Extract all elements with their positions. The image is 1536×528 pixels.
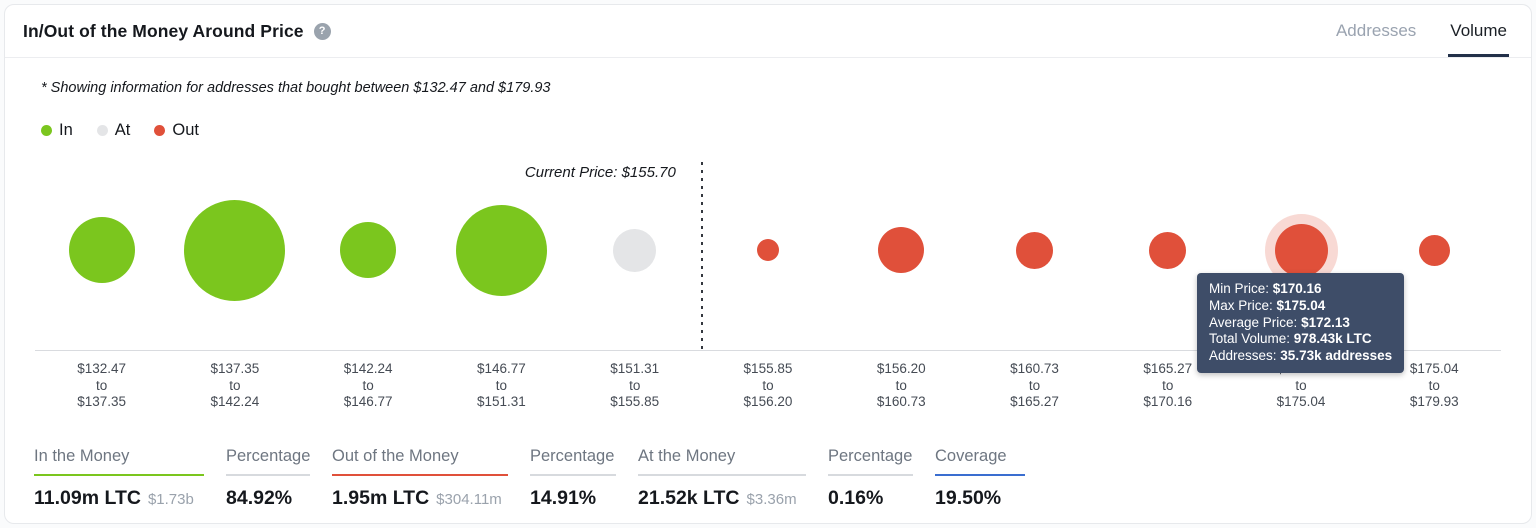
- range-label: $132.47 to $137.35: [77, 361, 127, 409]
- range-label: $156.20 to $160.73: [876, 361, 926, 409]
- stat-percentage: Percentage 0.16%: [828, 447, 935, 510]
- stat-out-of-the-money: Out of the Money 1.95m LTC $304.11m: [332, 447, 530, 510]
- stats-row: In the Money 11.09m LTC $1.73b Percentage 84…: [5, 447, 1531, 510]
- range-label: $165.27 to $170.16: [1143, 361, 1193, 409]
- tooltip-line: Average Price: $172.13: [1209, 314, 1350, 330]
- tooltip-body: Min Price: $170.16 Max Price: $175.04 Aver…: [1209, 281, 1392, 365]
- bubble-out[interactable]: [1418, 234, 1450, 266]
- bubble-row: [35, 150, 1501, 350]
- stat-label: Percentage: [226, 447, 310, 476]
- bubble-column: [968, 150, 1101, 350]
- bubble-column: [1368, 150, 1501, 350]
- bubble-out[interactable]: [1274, 223, 1328, 277]
- tooltip: Min Price: $170.16 Max Price: $175.04 Aver…: [1197, 273, 1405, 373]
- header-tabs: Addresses Volume: [1334, 5, 1509, 57]
- bubble-in[interactable]: [184, 199, 286, 301]
- range-label: $160.73 to $165.27: [1010, 361, 1059, 409]
- card-header: In/Out of the Money Around Price ? Addre…: [5, 5, 1531, 58]
- stat-value: 1.95m LTC: [332, 486, 430, 509]
- stat-value: 19.50%: [935, 486, 1002, 509]
- bubble-column: [168, 150, 301, 350]
- stat-in-the-money: In the Money 11.09m LTC $1.73b: [34, 447, 226, 510]
- range-label: $155.85 to $156.20: [743, 361, 793, 409]
- legend-item-in[interactable]: In: [41, 121, 73, 140]
- legend: In At Out: [41, 120, 1495, 140]
- tab-volume[interactable]: Volume: [1448, 5, 1509, 57]
- stat-label: In the Money: [34, 447, 204, 476]
- bubble-column: [835, 150, 968, 350]
- in-out-money-card: In/Out of the Money Around Price ? Addre…: [4, 4, 1532, 524]
- stat-value: 21.52k LTC: [638, 486, 740, 509]
- stat-percentage: Percentage 84.92%: [226, 447, 332, 510]
- stat-coverage: Coverage 19.50%: [935, 447, 1047, 510]
- bubble-out[interactable]: [878, 227, 925, 273]
- labels-row: $132.47 to $137.35 $137.35 to $142.24 $142.24 t…: [35, 351, 1501, 417]
- bubble-column: [435, 150, 568, 350]
- stat-label: Percentage: [828, 447, 913, 476]
- legend-item-at[interactable]: At: [96, 120, 131, 140]
- chart-area: Current Price: $155.70 $132.47 to $137.35 $…: [5, 150, 1531, 417]
- tooltip-line: Max Price: $175.04: [1209, 297, 1326, 313]
- x-axis: [35, 350, 1501, 351]
- page-title: In/Out of the Money Around Price: [23, 20, 304, 41]
- stat-label: Coverage: [935, 447, 1025, 476]
- bubble-out[interactable]: [756, 239, 779, 261]
- legend-dot-icon: [154, 124, 166, 136]
- stat-label: At the Money: [638, 447, 806, 476]
- bubble-at[interactable]: [613, 228, 657, 272]
- legend-item-out[interactable]: Out: [154, 121, 199, 140]
- legend-label: In: [59, 120, 73, 139]
- stat-value: 84.92%: [226, 486, 293, 509]
- chart-subtitle: * Showing information for addresses that…: [41, 80, 551, 96]
- range-label: $142.24 to $146.77: [343, 361, 393, 409]
- legend-label: Out: [172, 120, 199, 139]
- legend-dot-icon: [96, 124, 108, 136]
- stat-subvalue: $1.73b: [147, 490, 194, 508]
- current-price-line: [701, 162, 704, 350]
- bubble-column: [1234, 150, 1367, 350]
- current-price-label: Current Price: $155.70: [524, 164, 676, 181]
- stat-value: 11.09m LTC: [34, 486, 141, 509]
- bubble-out[interactable]: [1015, 231, 1053, 269]
- help-icon[interactable]: ?: [313, 22, 331, 40]
- bubble-in[interactable]: [340, 222, 397, 278]
- stat-label: Percentage: [530, 447, 616, 476]
- stat-subvalue: $304.11m: [436, 490, 502, 508]
- legend-label: At: [114, 120, 131, 139]
- bubble-column: [302, 150, 435, 350]
- range-label: $151.31 to $155.85: [610, 361, 660, 409]
- stat-value: 14.91%: [530, 486, 597, 509]
- bubble-column: [568, 150, 701, 350]
- range-label: $146.77 to $151.31: [477, 361, 526, 409]
- tab-addresses[interactable]: Addresses: [1335, 21, 1417, 40]
- stat-value: 0.16%: [828, 486, 884, 509]
- tooltip-line: Total Volume: 978.43k LTC: [1209, 331, 1372, 347]
- bubble-column: [701, 150, 834, 350]
- tooltip-line: Min Price: $170.16: [1209, 281, 1322, 296]
- stat-label: Out of the Money: [332, 447, 508, 476]
- bubble-in[interactable]: [455, 204, 547, 296]
- bubble-column: [35, 150, 168, 350]
- range-label: $175.04 to $179.93: [1409, 361, 1459, 409]
- stat-at-the-money: At the Money 21.52k LTC $3.36m: [638, 447, 828, 510]
- legend-dot-icon: [41, 124, 52, 136]
- stat-subvalue: $3.36m: [746, 490, 797, 508]
- range-label: $137.35 to $142.24: [210, 361, 260, 409]
- stat-percentage: Percentage 14.91%: [530, 447, 638, 510]
- bubble-column: [1101, 150, 1234, 350]
- tooltip-line: Addresses: 35.73k addresses: [1209, 348, 1393, 364]
- bubble-out[interactable]: [1149, 231, 1187, 269]
- bubble-in[interactable]: [68, 217, 135, 283]
